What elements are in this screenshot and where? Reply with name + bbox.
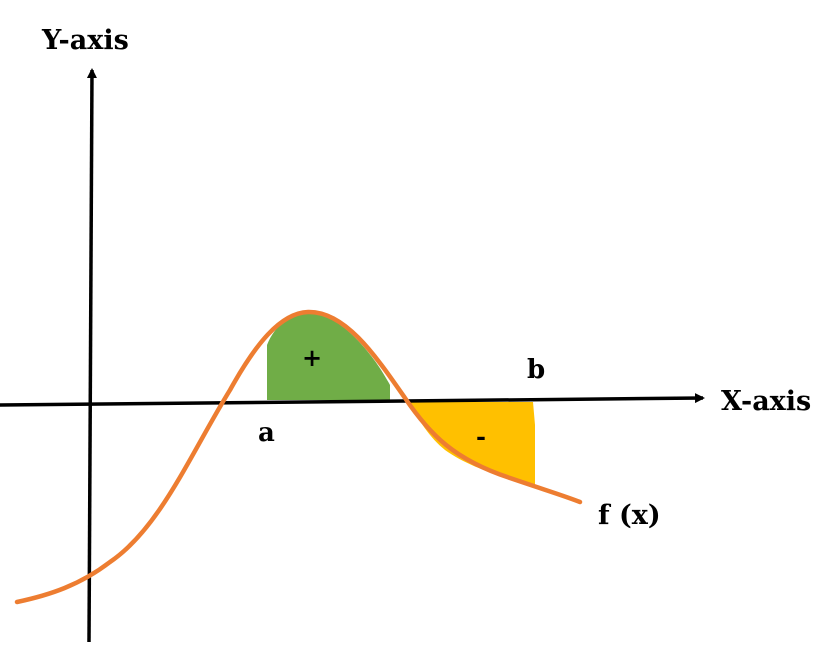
upper-bound-label: b — [527, 355, 545, 385]
x-axis-label: X-axis — [721, 386, 811, 417]
y-axis-line — [86, 68, 97, 643]
function-label: f (x) — [598, 500, 661, 531]
negative-area — [410, 402, 535, 485]
negative-sign: - — [476, 422, 486, 451]
positive-sign: + — [302, 343, 322, 372]
function-curve — [14, 309, 583, 605]
positive-area — [267, 313, 390, 400]
lower-bound-label: a — [258, 418, 275, 448]
y-axis-label: Y-axis — [41, 25, 129, 56]
x-axis-line — [0, 393, 705, 407]
